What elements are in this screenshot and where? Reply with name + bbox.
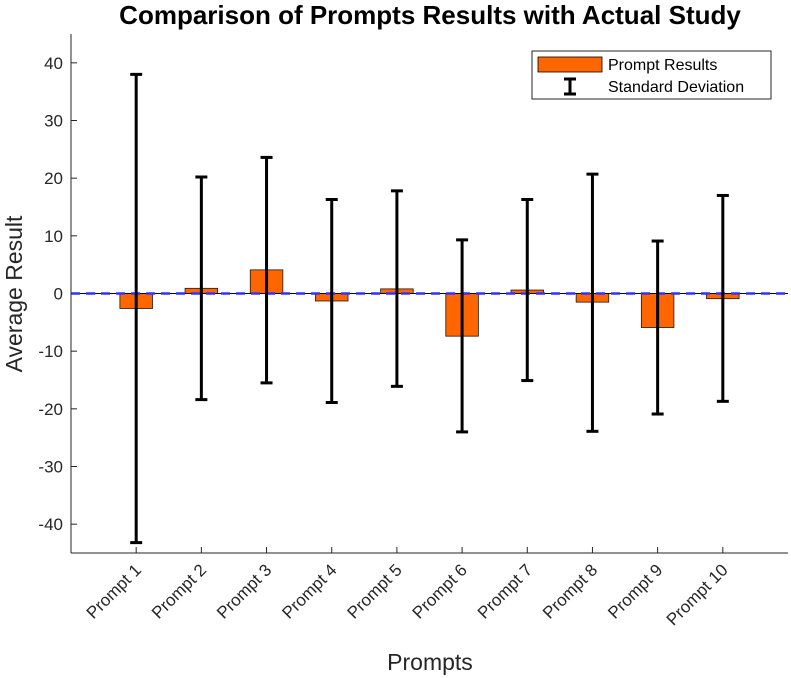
x-tick-label: Prompt 9: [604, 560, 666, 622]
error-bar-2: [195, 175, 208, 402]
x-tick-label: Prompt 10: [663, 560, 732, 629]
x-tick-label: Prompt 7: [474, 560, 536, 622]
error-bar-9: [651, 239, 664, 416]
error-bar-4: [325, 198, 338, 404]
x-tick-label: Prompt 1: [83, 560, 145, 622]
x-tick-label: Prompt 4: [278, 560, 340, 622]
legend-entry-prompt-results: Prompt Results: [608, 57, 717, 74]
error-bar-6: [456, 238, 469, 434]
y-tick-label: 40: [44, 54, 63, 73]
x-tick-label: Prompt 8: [539, 560, 601, 622]
error-bar-10: [716, 193, 729, 403]
x-axis-label: Prompts: [387, 649, 473, 675]
legend-swatch-prompt-results: [537, 56, 603, 73]
x-tick-label: Prompt 5: [344, 560, 406, 622]
y-tick-label: -20: [38, 400, 63, 419]
y-tick-label: -10: [38, 342, 63, 361]
legend: Prompt Results Standard Deviation: [531, 50, 772, 100]
y-tick-label: 0: [54, 285, 63, 304]
error-bar-3: [260, 155, 273, 385]
error-bar-5: [390, 189, 403, 388]
x-tick-label: Prompt 2: [148, 560, 210, 622]
x-tick-label: Prompt 3: [213, 560, 275, 622]
error-bar-7: [521, 198, 534, 383]
error-bar-8: [586, 172, 599, 433]
legend-entry-standard-deviation: Standard Deviation: [608, 79, 744, 96]
error-bar-1: [130, 72, 143, 545]
y-tick-label: 10: [44, 227, 63, 246]
chart-title: Comparison of Prompts Results with Actua…: [119, 0, 741, 30]
y-tick-label: -30: [38, 458, 63, 477]
y-tick-label: -40: [38, 515, 63, 534]
y-tick-label: 20: [44, 169, 63, 188]
y-tick-label: 30: [44, 112, 63, 131]
legend-swatch-error-bar: [564, 77, 576, 96]
y-axis-label: Average Result: [1, 215, 27, 372]
x-tick-label: Prompt 6: [409, 560, 471, 622]
